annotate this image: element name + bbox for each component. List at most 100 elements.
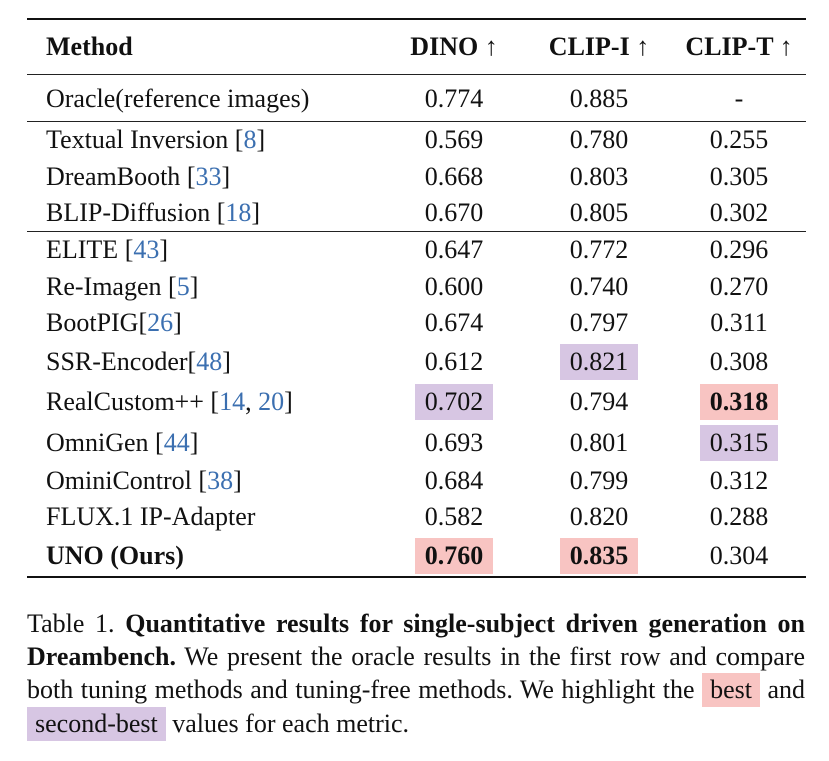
table-row: OmniGen [44] 0.693 0.801 0.315 [27, 422, 806, 463]
method-name: Re-Imagen [46, 271, 162, 301]
caption-title: Quantitative results for single-subject … [27, 609, 806, 671]
method-name: BootPIG [46, 308, 139, 338]
clip-i-cell: 0.740 [526, 269, 672, 305]
clip-i-cell: 0.797 [526, 305, 672, 341]
table-body: Oracle(reference images) 0.774 0.885 - Textu… [27, 75, 806, 579]
table-row: Re-Imagen [5] 0.600 0.740 0.270 [27, 269, 806, 305]
dino-cell: 0.600 [382, 269, 526, 305]
method-name: DreamBooth [46, 161, 181, 191]
method-name: OminiControl [46, 466, 192, 496]
method-cell: SSR-Encoder[48] [46, 346, 231, 376]
clip-i-value: 0.820 [569, 502, 629, 532]
header-clip-t: CLIP-T ↑ [672, 18, 806, 75]
clip-i-cell: 0.885 [526, 75, 672, 122]
dino-value: 0.600 [424, 271, 484, 301]
results-table-container: Method DINO ↑ CLIP-I ↑ CLIP-T ↑ Oracle(r… [27, 18, 806, 579]
citation-link[interactable]: 18 [225, 197, 252, 227]
clip-t-value: 0.311 [710, 308, 768, 338]
citation-link[interactable]: 33 [195, 161, 222, 191]
header-row: Method DINO ↑ CLIP-I ↑ CLIP-T ↑ [27, 18, 806, 75]
method-cell: Oracle(reference images) [27, 75, 382, 122]
dino-cell: 0.774 [382, 75, 526, 122]
dino-value: 0.674 [424, 308, 484, 338]
method-name: SSR-Encoder [46, 346, 188, 376]
clip-t-value: 0.312 [709, 466, 769, 496]
clip-i-value: 0.803 [569, 161, 629, 191]
clip-i-value: 0.799 [569, 466, 629, 496]
clip-i-value: 0.740 [569, 271, 629, 301]
clip-t-value: - [734, 84, 744, 113]
dino-value: 0.647 [424, 235, 484, 265]
dino-cell: 0.760 [382, 535, 526, 579]
header-method: Method [27, 18, 382, 75]
caption-label: Table 1. [27, 609, 115, 638]
clip-t-value: 0.302 [709, 197, 769, 227]
table-row: Textual Inversion [8] 0.569 0.780 0.255 [27, 121, 806, 159]
method-name: UNO (Ours) [46, 540, 184, 570]
clip-t-value: 0.255 [709, 125, 769, 155]
clip-t-value: 0.296 [709, 235, 769, 265]
clip-t-value: 0.288 [709, 502, 769, 532]
method-cell: ELITE [43] [27, 231, 382, 269]
dino-value: 0.670 [424, 197, 484, 227]
clip-i-value: 0.801 [569, 427, 629, 457]
citation-link[interactable]: 43 [133, 235, 160, 265]
clip-i-value: 0.835 [559, 537, 639, 574]
legend-best-swatch: best [702, 673, 760, 707]
clip-i-value: 0.794 [569, 387, 629, 417]
dino-cell: 0.668 [382, 158, 526, 194]
clip-i-cell: 0.799 [526, 463, 672, 499]
clip-i-cell: 0.820 [526, 499, 672, 535]
clip-t-cell: 0.302 [672, 195, 806, 232]
citation-link[interactable]: 14 [219, 387, 246, 417]
citation-link[interactable]: 44 [163, 427, 190, 457]
clip-t-cell: 0.318 [672, 382, 806, 423]
citation-link[interactable]: 26 [147, 308, 174, 338]
clip-t-value: 0.318 [699, 384, 779, 421]
dino-value: 0.774 [424, 84, 484, 113]
clip-i-cell: 0.803 [526, 158, 672, 194]
clip-i-value: 0.885 [569, 84, 629, 113]
dino-value: 0.569 [424, 125, 484, 155]
clip-i-cell: 0.821 [526, 341, 672, 382]
dino-value: 0.582 [424, 502, 484, 532]
table-row: BootPIG[26] 0.674 0.797 0.311 [27, 305, 806, 341]
citation-link[interactable]: 20 [258, 387, 285, 417]
clip-i-cell: 0.801 [526, 422, 672, 463]
clip-i-value: 0.772 [569, 235, 629, 265]
clip-t-cell: 0.288 [672, 499, 806, 535]
dino-cell: 0.582 [382, 499, 526, 535]
method-name: BLIP-Diffusion [46, 197, 211, 227]
table-row: BLIP-Diffusion [18] 0.670 0.805 0.302 [27, 195, 806, 232]
method-cell: BLIP-Diffusion [18] [46, 197, 261, 227]
caption-text: We present the oracle results in the fir… [27, 641, 805, 705]
clip-i-cell: 0.805 [526, 195, 672, 232]
clip-t-cell: 0.308 [672, 341, 806, 382]
method-cell: OmniGen [44] [46, 427, 199, 457]
citation-link[interactable]: 48 [196, 346, 223, 376]
clip-t-value: 0.270 [709, 271, 769, 301]
method-name: OmniGen [46, 427, 149, 457]
header-clip-i: CLIP-I ↑ [526, 18, 672, 75]
citation-link[interactable]: 5 [176, 271, 190, 301]
table-row: OminiControl [38] 0.684 0.799 0.312 [27, 463, 806, 499]
dino-cell: 0.569 [382, 121, 526, 159]
clip-i-value: 0.821 [559, 343, 639, 380]
table-row: ELITE [43] 0.647 0.772 0.296 [27, 231, 806, 269]
method-cell: UNO (Ours) [27, 535, 382, 579]
clip-i-value: 0.797 [569, 308, 629, 338]
clip-t-cell: 0.255 [672, 121, 806, 159]
table-row: UNO (Ours) 0.760 0.835 0.304 [27, 535, 806, 579]
clip-i-cell: 0.780 [526, 121, 672, 159]
header-dino: DINO ↑ [382, 18, 526, 75]
citation-link[interactable]: 8 [243, 125, 257, 155]
method-name: Textual Inversion [46, 125, 229, 155]
clip-t-cell: 0.311 [672, 305, 806, 341]
method-cell: DreamBooth [33] [46, 161, 231, 191]
caption-and: and [767, 675, 805, 704]
table-row: SSR-Encoder[48] 0.612 0.821 0.308 [27, 341, 806, 382]
dino-value: 0.760 [414, 537, 494, 574]
table-row: DreamBooth [33] 0.668 0.803 0.305 [27, 158, 806, 194]
dino-cell: 0.670 [382, 195, 526, 232]
citation-link[interactable]: 38 [207, 466, 234, 496]
